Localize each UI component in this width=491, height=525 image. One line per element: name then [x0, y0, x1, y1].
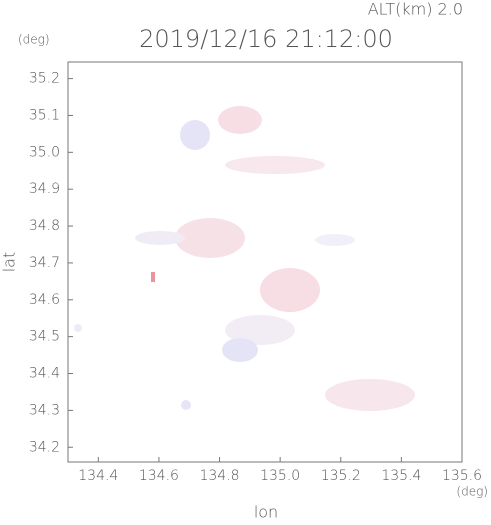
echo	[225, 315, 295, 345]
y-tick-label: 34.6	[29, 292, 60, 308]
x-label: lon	[254, 503, 278, 522]
echo	[218, 106, 262, 134]
echo	[222, 338, 258, 362]
echo	[325, 379, 415, 411]
chart-title: 2019/12/16 21:12:00	[139, 25, 393, 53]
y-tick-label: 34.8	[29, 218, 60, 234]
echo	[225, 156, 325, 174]
echo	[181, 400, 191, 410]
y-tick-label: 34.2	[29, 439, 60, 455]
y-tick-label: 34.7	[29, 255, 60, 271]
altitude-label: ALT(km) 2.0	[368, 0, 463, 19]
echo	[180, 120, 210, 150]
y-tick-label: 35.0	[29, 144, 60, 160]
echo	[151, 272, 155, 282]
echo	[135, 231, 185, 245]
plot-frame	[67, 61, 463, 463]
y-tick-label: 35.1	[29, 107, 60, 123]
x-unit: (deg)	[456, 485, 488, 499]
y-tick-label: 34.3	[29, 402, 60, 418]
x-tick-label: 134.4	[78, 468, 118, 484]
y-tick-label: 34.4	[29, 366, 60, 382]
y-unit: (deg)	[18, 33, 50, 47]
x-tick-label: 135.2	[321, 468, 361, 484]
y-tick-label: 35.2	[29, 71, 60, 87]
x-tick-label: 135.6	[442, 468, 482, 484]
y-label: lat	[0, 252, 19, 273]
echo	[260, 268, 320, 312]
echo-areas	[74, 106, 415, 411]
echo	[175, 218, 245, 258]
y-tick-label: 34.9	[29, 181, 60, 197]
x-tick-label: 135.4	[381, 468, 421, 484]
echo	[74, 324, 82, 332]
x-tick-label: 135.0	[260, 468, 300, 484]
echo	[315, 234, 355, 246]
x-tick-label: 134.8	[199, 468, 239, 484]
y-tick-label: 34.5	[29, 329, 60, 345]
x-tick-label: 134.6	[139, 468, 179, 484]
